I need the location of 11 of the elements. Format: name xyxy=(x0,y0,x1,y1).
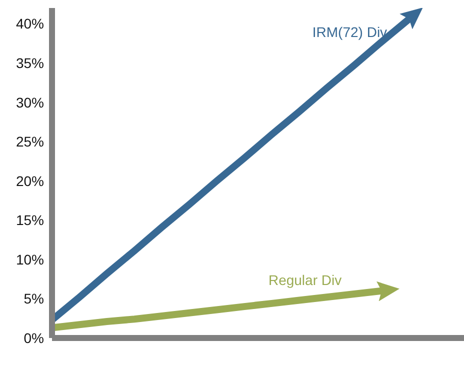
y-tick-label: 15% xyxy=(16,212,44,228)
y-tick-label: 30% xyxy=(16,94,44,110)
y-tick-label: 5% xyxy=(24,290,44,307)
series-label: IRM(72) Div xyxy=(312,24,388,40)
y-tick-label: 35% xyxy=(16,54,44,71)
y-tick-label: 25% xyxy=(16,134,44,150)
y-tick-label: 0% xyxy=(24,330,44,346)
series-label: Regular Div xyxy=(268,272,342,288)
y-tick-label: 40% xyxy=(16,16,44,32)
y-tick-label: 20% xyxy=(16,172,44,189)
y-tick-label: 10% xyxy=(16,251,44,268)
